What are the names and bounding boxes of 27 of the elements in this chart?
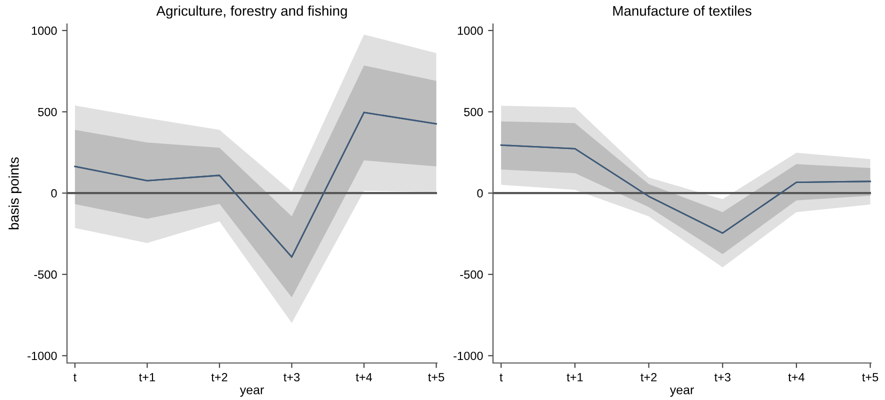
y-tick-label: -1000 (28, 352, 57, 360)
y-tick-label: -500 (460, 270, 483, 279)
y-tick-label: 0 (51, 189, 57, 198)
x-axis-title: year (670, 387, 694, 397)
y-tick-label: 500 (464, 108, 483, 116)
y-tick-label: 1000 (458, 26, 483, 35)
x-tick-label: t (73, 374, 76, 382)
y-tick-label: 500 (38, 108, 57, 116)
x-tick-label: t+5 (862, 373, 878, 382)
x-tick-label: t+5 (428, 373, 444, 382)
x-tick-label: t+2 (640, 373, 657, 382)
x-tick-label: t+4 (788, 373, 804, 382)
y-tick-label: 0 (477, 189, 483, 198)
x-axis-title: year (240, 387, 264, 397)
y-tick-label: 1000 (32, 26, 57, 35)
x-tick-label: t+2 (211, 373, 228, 382)
y-tick-label: -500 (34, 270, 57, 279)
x-tick-label: t+3 (714, 373, 730, 382)
chart-title: Agriculture, forestry and fishing (156, 6, 347, 19)
x-tick-label: t+1 (139, 373, 156, 382)
y-axis-title: basis points (8, 157, 22, 230)
x-tick-label: t (500, 374, 503, 382)
y-tick-label: -1000 (454, 352, 483, 360)
chart-title: Manufacture of textiles (613, 6, 752, 16)
x-tick-label: t+3 (284, 373, 300, 382)
x-tick-label: t+4 (356, 373, 372, 382)
x-tick-label: t+1 (566, 373, 583, 382)
